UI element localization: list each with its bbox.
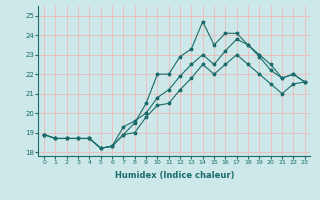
X-axis label: Humidex (Indice chaleur): Humidex (Indice chaleur) bbox=[115, 171, 234, 180]
